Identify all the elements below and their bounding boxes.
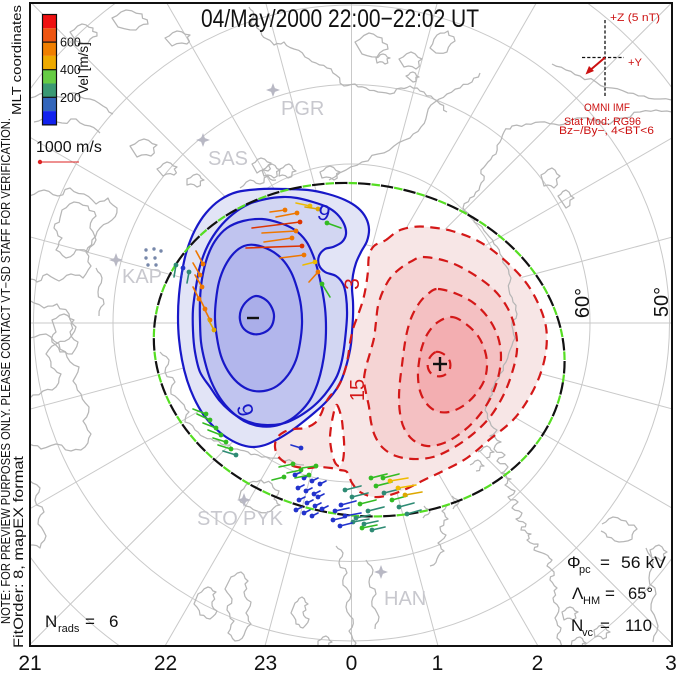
svg-text:=: = xyxy=(605,584,615,603)
svg-text:200: 200 xyxy=(60,91,81,105)
svg-text:FitOrder: 8, mapEX format: FitOrder: 8, mapEX format xyxy=(10,456,26,648)
svg-text:2: 2 xyxy=(532,652,544,674)
svg-text:0: 0 xyxy=(346,652,358,674)
svg-text:110: 110 xyxy=(625,616,652,635)
svg-text:+Z (5 nT): +Z (5 nT) xyxy=(610,12,660,24)
svg-text:600: 600 xyxy=(60,36,81,50)
svg-text:N: N xyxy=(45,612,57,631)
svg-text:56 kV: 56 kV xyxy=(621,553,667,572)
svg-text:N: N xyxy=(571,616,583,635)
svg-text:65°: 65° xyxy=(628,584,653,603)
svg-text:=: = xyxy=(600,616,610,635)
svg-text:1000 m/s: 1000 m/s xyxy=(36,139,102,156)
svg-text:MLT coordinates: MLT coordinates xyxy=(9,4,24,115)
svg-text:PGR: PGR xyxy=(281,98,324,120)
svg-text:Φ: Φ xyxy=(567,553,581,572)
svg-text:rads: rads xyxy=(58,623,80,635)
svg-text:STO: STO xyxy=(197,508,238,530)
svg-text:SAS: SAS xyxy=(208,148,248,170)
svg-text:1: 1 xyxy=(432,652,444,674)
svg-text:vc: vc xyxy=(582,627,594,639)
svg-text:15: 15 xyxy=(347,379,369,401)
svg-text:50°: 50° xyxy=(651,287,673,317)
svg-text:Vel [m/s]: Vel [m/s] xyxy=(76,42,91,94)
svg-text:23: 23 xyxy=(254,652,277,674)
svg-text:HAN: HAN xyxy=(384,588,426,610)
svg-text:3: 3 xyxy=(665,652,677,674)
svg-text:Stat Mod: RG96: Stat Mod: RG96 xyxy=(564,116,641,128)
svg-text:Λ: Λ xyxy=(572,584,584,603)
svg-text:6: 6 xyxy=(109,612,118,631)
svg-text:3: 3 xyxy=(341,278,364,290)
svg-text:21: 21 xyxy=(18,652,41,674)
svg-text:+Y: +Y xyxy=(628,57,643,69)
svg-text:=: = xyxy=(600,553,610,572)
svg-text:400: 400 xyxy=(60,63,81,77)
svg-text:KAP: KAP xyxy=(122,266,162,288)
svg-text:=: = xyxy=(85,612,95,631)
svg-text:NOTE: FOR PREVIEW PURPOSES ONL: NOTE: FOR PREVIEW PURPOSES ONLY. PLEASE … xyxy=(0,118,13,624)
svg-text:pc: pc xyxy=(579,564,591,576)
svg-text:60°: 60° xyxy=(572,288,594,318)
svg-text:HM: HM xyxy=(583,595,600,607)
svg-text:PYK: PYK xyxy=(243,508,284,530)
svg-text:OMNI IMF: OMNI IMF xyxy=(584,102,630,114)
svg-text:22: 22 xyxy=(154,652,177,674)
svg-text:Bz−/By−, 4<BT<6: Bz−/By−, 4<BT<6 xyxy=(559,125,654,137)
svg-text:04/May/2000 22:00−22:02 UT: 04/May/2000 22:00−22:02 UT xyxy=(201,5,479,33)
